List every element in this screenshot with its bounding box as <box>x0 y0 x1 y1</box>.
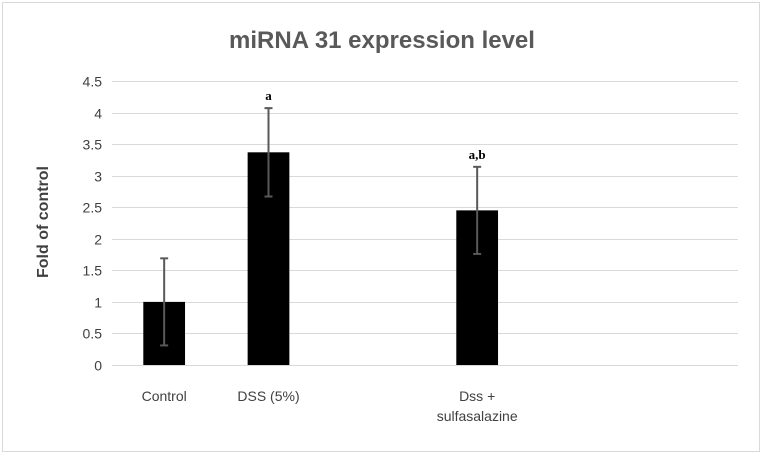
chart-frame <box>2 2 760 452</box>
x-tick-label: Control <box>142 388 187 404</box>
y-tick-label: 2.5 <box>83 200 103 216</box>
significance-label: a,b <box>469 147 486 162</box>
y-tick-labels: 0 0.5 1 1.5 2 2.5 3 3.5 4 4.5 <box>83 74 103 374</box>
significance-label: a <box>265 88 272 103</box>
y-tick-label: 2 <box>94 232 102 248</box>
x-tick-label: DSS (5%) <box>237 388 299 404</box>
x-tick-labels: Control DSS (5%) Dss + sulfasalazine <box>142 388 518 424</box>
y-tick-label: 4 <box>94 106 102 122</box>
x-tick-label: sulfasalazine <box>437 408 518 424</box>
x-tick-label: Dss + <box>459 388 495 404</box>
y-tick-label: 0.5 <box>83 326 103 342</box>
significance-annotations: a a,b <box>265 88 485 162</box>
chart-title: miRNA 31 expression level <box>229 27 535 54</box>
y-tick-label: 3.5 <box>83 137 103 153</box>
error-bars <box>160 107 482 347</box>
y-axis-label: Fold of control <box>35 166 52 278</box>
y-tick-label: 3 <box>94 169 102 185</box>
gridlines <box>112 81 738 366</box>
y-tick-label: 1 <box>94 295 102 311</box>
y-tick-label: 4.5 <box>83 74 103 90</box>
y-tick-label: 0 <box>94 358 102 374</box>
y-tick-label: 1.5 <box>83 263 103 279</box>
